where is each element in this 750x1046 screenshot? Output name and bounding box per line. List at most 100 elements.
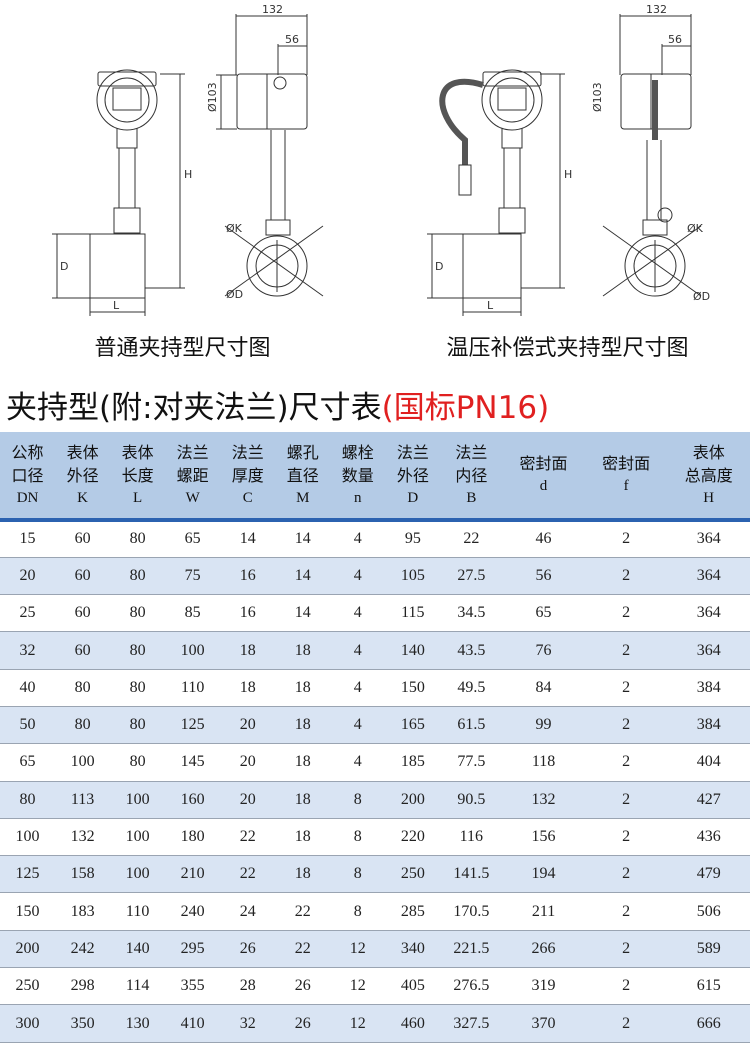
- column-header: 表体 总高度 H: [667, 432, 750, 522]
- table-cell: 60: [55, 520, 111, 558]
- table-cell: 20: [220, 743, 276, 782]
- column-header: 螺孔 直径 M: [275, 432, 331, 522]
- header-symbol: W: [185, 489, 200, 506]
- header-symbol: n: [354, 489, 362, 506]
- table-cell: 2: [584, 557, 668, 596]
- table-cell: 319: [502, 967, 585, 1006]
- header-line1: 法兰: [231, 442, 264, 462]
- header-line2: 数量: [341, 465, 374, 485]
- header-line2: 内径: [455, 465, 488, 485]
- header-line2: 外径: [66, 465, 99, 485]
- table-cell: 40: [0, 669, 56, 707]
- header-line1: 公称: [11, 442, 44, 462]
- table-cell: 2: [584, 669, 668, 707]
- table-cell: 65: [502, 594, 585, 633]
- header-symbol: DN: [16, 489, 39, 506]
- column-header: 密封面 d: [502, 432, 585, 522]
- table-title: 夹持型(附:对夹法兰)尺寸表(国标PN16): [6, 382, 549, 427]
- table-cell: 364: [667, 594, 750, 633]
- table-cell: 99: [502, 706, 585, 745]
- standard-clamp-drawing: 132 56 Ø103 H D L ØK ØD: [0, 0, 375, 330]
- table-row: 250 298 114 355 28 26 12 405 276.5 319 2 615: [0, 967, 750, 1006]
- table-cell: 14: [275, 520, 331, 558]
- table-cell: 2: [584, 706, 668, 745]
- table-cell: 26: [275, 967, 331, 1006]
- table-cell: 100: [55, 743, 111, 782]
- table-cell: 4: [330, 594, 386, 633]
- table-cell: 22: [220, 818, 276, 857]
- table-cell: 22: [220, 855, 276, 894]
- table-cell: 60: [55, 557, 111, 596]
- table-cell: 100: [110, 855, 166, 894]
- table-cell: 200: [0, 930, 56, 969]
- table-cell: 80: [110, 594, 166, 633]
- table-cell: 145: [165, 743, 221, 782]
- table-cell: 118: [502, 743, 585, 782]
- header-symbol: M: [296, 489, 310, 506]
- table-cell: 4: [330, 631, 386, 670]
- table-cell: 220: [385, 818, 441, 857]
- header-line2: 外径: [396, 465, 429, 485]
- table-cell: 364: [667, 557, 750, 596]
- table-cell: 100: [0, 818, 56, 857]
- table-cell: 32: [220, 1004, 276, 1043]
- table-row: 300 350 130 410 32 26 12 460 327.5 370 2 666: [0, 1004, 750, 1043]
- dim-width: 132: [262, 3, 283, 16]
- header-line2: 直径: [286, 465, 319, 485]
- column-header: 表体 外径 K: [55, 432, 111, 522]
- header-symbol: B: [466, 489, 477, 506]
- table-cell: 170.5: [440, 892, 503, 931]
- table-cell: 2: [584, 855, 668, 894]
- table-cell: 242: [55, 930, 111, 969]
- table-row: 20 60 80 75 16 14 4 105 27.5 56 2 364: [0, 557, 750, 596]
- table-cell: 115: [385, 594, 441, 633]
- table-cell: 15: [0, 520, 56, 558]
- temp-pressure-clamp-drawing: 132 56 Ø103 H D L ØK ØD: [375, 0, 750, 330]
- table-cell: 65: [165, 520, 221, 558]
- table-cell: 2: [584, 930, 668, 969]
- table-cell: 18: [275, 669, 331, 707]
- table-cell: 2: [584, 892, 668, 931]
- table-cell: 2: [584, 631, 668, 670]
- table-cell: 27.5: [440, 557, 503, 596]
- column-header: 螺栓数量 n: [330, 432, 386, 522]
- header-line1: 螺栓: [341, 442, 374, 462]
- table-cell: 506: [667, 892, 750, 931]
- table-cell: 165: [385, 706, 441, 745]
- table-cell: 22: [275, 892, 331, 931]
- table-cell: 12: [330, 930, 386, 969]
- table-cell: 113: [55, 781, 111, 819]
- dim-length: L: [487, 299, 494, 312]
- caption-temp-pressure-clamp: 温压补偿式夹持型尺寸图: [446, 336, 689, 361]
- table-cell: 4: [330, 557, 386, 596]
- table-cell: 12: [330, 1004, 386, 1043]
- table-cell: 20: [220, 781, 276, 819]
- dim-flange-d: ØD: [693, 290, 710, 303]
- table-cell: 80: [110, 743, 166, 782]
- table-cell: 250: [0, 967, 56, 1006]
- table-cell: 436: [667, 818, 750, 857]
- table-cell: 34.5: [440, 594, 503, 633]
- table-cell: 77.5: [440, 743, 503, 782]
- table-cell: 8: [330, 855, 386, 894]
- table-cell: 80: [110, 706, 166, 745]
- table-cell: 61.5: [440, 706, 503, 745]
- table-cell: 28: [220, 967, 276, 1006]
- table-cell: 355: [165, 967, 221, 1006]
- table-row: 40 80 80 110 18 18 4 150 49.5 84 2 384: [0, 669, 750, 707]
- table-row: 15 60 80 65 14 14 4 95 22 46 2 364: [0, 520, 750, 558]
- table-cell: 18: [220, 631, 276, 670]
- table-cell: 615: [667, 967, 750, 1006]
- column-header: 法兰 外径 D: [385, 432, 441, 522]
- table-cell: 132: [502, 781, 585, 819]
- table-cell: 18: [275, 781, 331, 819]
- table-cell: 18: [275, 855, 331, 894]
- table-cell: 2: [584, 743, 668, 782]
- table-cell: 80: [55, 669, 111, 707]
- table-cell: 80: [110, 631, 166, 670]
- header-symbol: f: [623, 478, 629, 494]
- table-cell: 2: [584, 594, 668, 633]
- table-cell: 26: [220, 930, 276, 969]
- table-cell: 141.5: [440, 855, 503, 894]
- table-cell: 140: [385, 631, 441, 670]
